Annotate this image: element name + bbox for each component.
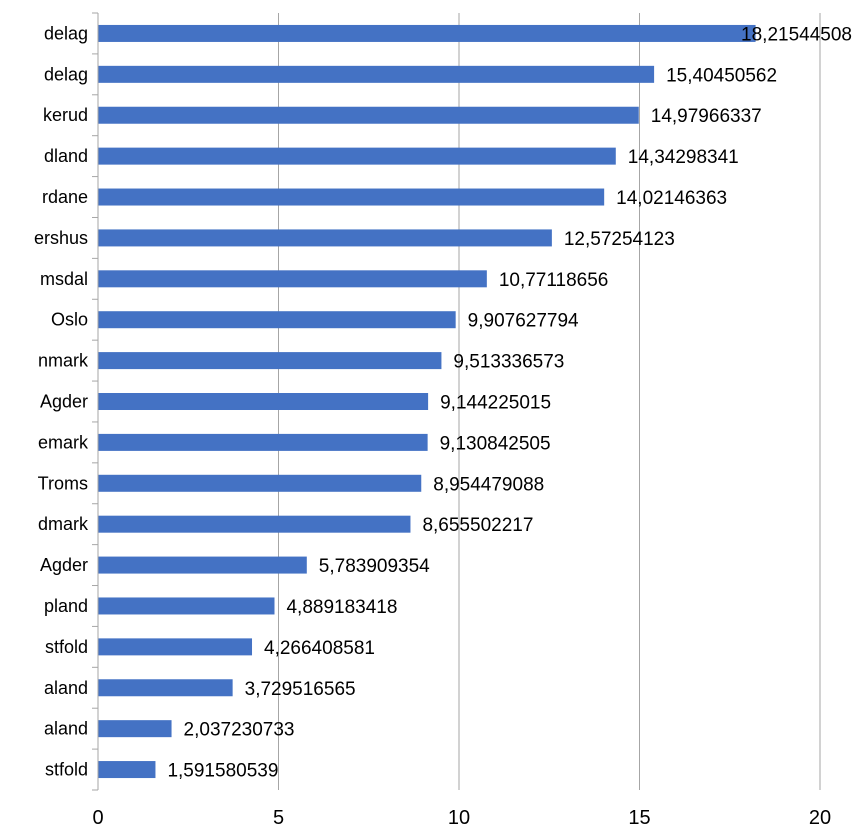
- bar: [98, 270, 487, 288]
- data-label: 1,591580539: [167, 761, 278, 782]
- data-label: 14,02146363: [616, 188, 727, 209]
- category-label: rdane: [42, 187, 88, 207]
- data-label: 3,729516565: [245, 679, 356, 700]
- data-label: 2,037230733: [184, 720, 295, 741]
- category-label: emark: [38, 432, 89, 452]
- bar: [98, 188, 605, 206]
- category-label: ershus: [34, 228, 88, 248]
- bar: [98, 679, 233, 697]
- bar: [98, 393, 429, 410]
- bar: [98, 638, 253, 656]
- data-label: 18,21544508: [741, 24, 852, 45]
- bar: [98, 761, 156, 779]
- data-label: 8,954479088: [433, 474, 544, 495]
- data-label: 9,144225015: [440, 393, 551, 414]
- data-label: 4,266408581: [264, 638, 375, 659]
- bar: [98, 106, 639, 124]
- bar: [98, 556, 307, 574]
- category-label: Troms: [38, 473, 88, 493]
- category-label: stfold: [45, 637, 88, 657]
- bar: [98, 24, 756, 42]
- x-tick-label: 20: [809, 807, 831, 829]
- x-tick-label: 0: [92, 807, 103, 829]
- bar: [98, 352, 442, 370]
- bar: [98, 147, 616, 165]
- data-label: 12,57254123: [564, 229, 675, 250]
- data-label: 9,513336573: [453, 352, 564, 373]
- data-label: 9,907627794: [468, 311, 579, 332]
- category-label: dland: [44, 146, 88, 166]
- data-label: 14,97966337: [651, 106, 762, 127]
- category-label: Oslo: [51, 310, 88, 330]
- axes: [92, 12, 99, 791]
- bar: [98, 720, 172, 738]
- data-label: 14,34298341: [628, 147, 739, 168]
- x-tick-label: 10: [448, 807, 470, 829]
- labels: 0 5 10 15 20 delag 18,21544508 delag 15,40450562…: [34, 23, 852, 829]
- data-label: 15,40450562: [666, 65, 777, 86]
- bars: [98, 24, 756, 779]
- category-label: stfold: [45, 760, 88, 780]
- bar: [98, 65, 655, 83]
- category-label: msdal: [40, 269, 88, 289]
- data-label: 9,130842505: [440, 433, 551, 454]
- category-label: aland: [44, 678, 88, 698]
- category-label: pland: [44, 596, 88, 616]
- category-label: aland: [44, 719, 88, 739]
- bar: [98, 229, 552, 247]
- bar: [98, 474, 422, 492]
- bar: [98, 311, 456, 329]
- bar: [98, 515, 411, 533]
- category-label: nmark: [38, 351, 89, 371]
- data-label: 8,655502217: [422, 515, 533, 536]
- category-label: delag: [44, 64, 88, 84]
- data-label: 5,783909354: [319, 556, 430, 577]
- bar: [98, 597, 275, 615]
- bar: [98, 433, 428, 451]
- category-label: dmark: [38, 514, 89, 534]
- x-tick-label: 15: [628, 807, 650, 829]
- data-label: 4,889183418: [286, 597, 397, 618]
- category-label: delag: [44, 23, 88, 43]
- x-tick-label: 5: [273, 807, 284, 829]
- category-label: Agder: [40, 555, 88, 575]
- category-label: kerud: [43, 105, 88, 125]
- category-label: Agder: [40, 392, 88, 412]
- data-label: 10,77118656: [499, 270, 609, 291]
